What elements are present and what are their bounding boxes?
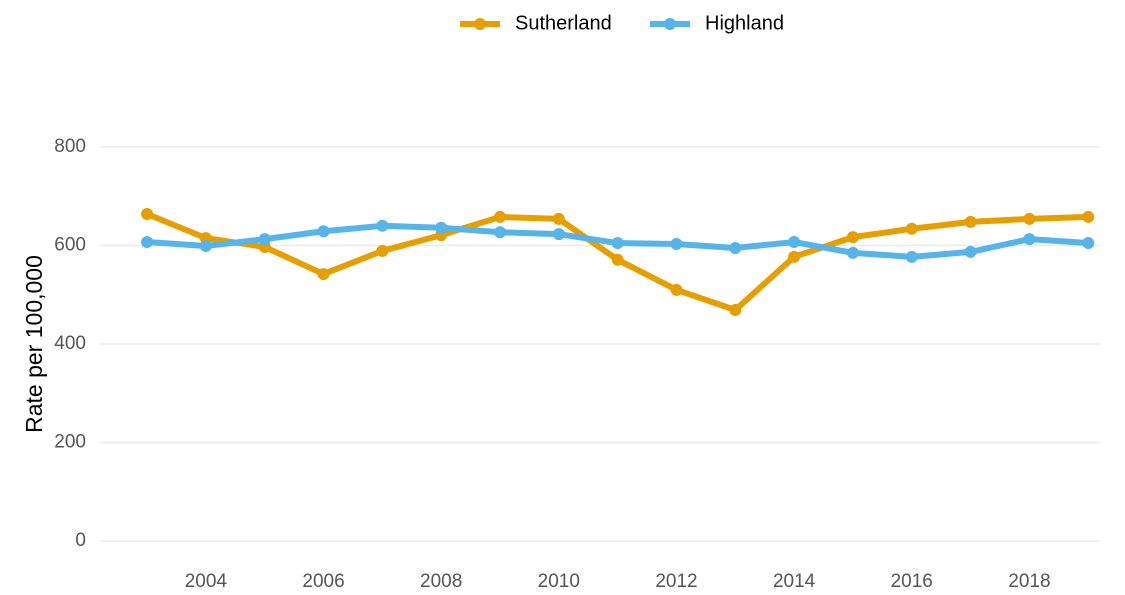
point <box>141 207 154 220</box>
point <box>905 250 918 263</box>
point <box>258 233 271 246</box>
point <box>611 253 624 266</box>
x-tick-label: 2016 <box>891 571 933 592</box>
point <box>552 212 565 225</box>
point <box>199 239 212 252</box>
point <box>494 210 506 223</box>
point <box>846 246 859 259</box>
point <box>1023 233 1036 246</box>
x-tick-label: 2012 <box>655 571 697 592</box>
point <box>729 304 742 317</box>
x-tick-label: 2010 <box>538 571 580 592</box>
point <box>729 241 742 254</box>
y-tick-label: 600 <box>54 235 86 256</box>
point <box>611 237 624 250</box>
point <box>905 222 918 235</box>
x-tick-label: 2006 <box>302 571 344 592</box>
point <box>376 244 389 257</box>
legend-label: Highland <box>705 12 784 34</box>
point <box>435 221 448 234</box>
point <box>964 245 977 258</box>
x-tick-label: 2004 <box>185 571 228 592</box>
point <box>552 228 565 241</box>
point <box>788 236 801 249</box>
legend-swatch-point <box>474 18 486 30</box>
point <box>670 238 683 251</box>
y-tick-label: 0 <box>75 530 86 551</box>
point <box>494 226 506 239</box>
point <box>846 231 859 244</box>
x-tick-label: 2008 <box>420 571 462 592</box>
y-tick-label: 400 <box>54 333 86 354</box>
point <box>317 268 330 281</box>
x-tick-label: 2014 <box>773 571 816 592</box>
point <box>141 236 154 249</box>
point <box>964 215 977 228</box>
point <box>1082 237 1095 250</box>
y-tick-label: 200 <box>54 432 86 453</box>
point <box>1082 210 1095 223</box>
legend-label: Sutherland <box>515 12 612 34</box>
point <box>1023 212 1036 225</box>
point <box>670 283 683 296</box>
y-axis-label: Rate per 100,000 <box>21 255 47 433</box>
x-tick-label: 2018 <box>1008 571 1050 592</box>
legend-swatch-point <box>664 18 676 30</box>
point <box>788 250 801 263</box>
point <box>317 225 330 238</box>
y-tick-label: 800 <box>54 136 86 157</box>
point <box>376 219 389 232</box>
